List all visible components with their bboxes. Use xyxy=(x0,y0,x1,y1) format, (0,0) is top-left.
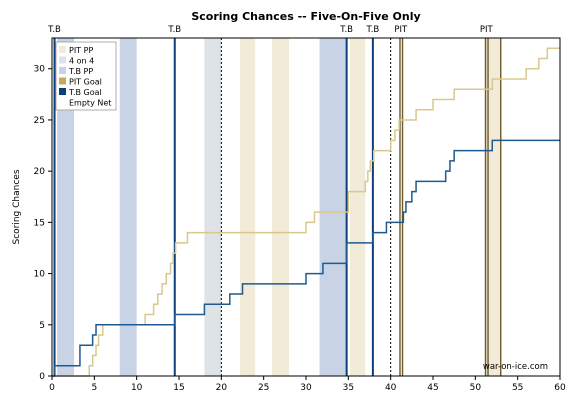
goal-top-labels: T.B T.B T.B T.B PIT PIT xyxy=(47,25,493,35)
x-tick-label: 5 xyxy=(91,383,97,393)
legend-swatch-pit-pp xyxy=(59,46,66,53)
legend-swatch-four-on-four xyxy=(59,56,66,64)
goal-top-label: PIT xyxy=(480,25,494,35)
watermark: war-on-ice.com xyxy=(483,362,548,372)
x-tick-label: 40 xyxy=(385,383,397,393)
y-tick-label: 20 xyxy=(34,167,46,177)
legend-swatch-tb-goal xyxy=(59,88,66,95)
legend-label: PIT Goal xyxy=(69,78,102,87)
shaded-region-tb-pp xyxy=(57,38,75,376)
y-tick-label: 25 xyxy=(34,116,45,126)
x-tick-label: 0 xyxy=(49,383,55,393)
x-tick-label: 20 xyxy=(216,383,228,393)
y-tick-label: 15 xyxy=(34,218,45,228)
goal-top-label: PIT xyxy=(394,25,408,35)
x-tick-label: 35 xyxy=(343,383,354,393)
legend-label: T.B Goal xyxy=(68,88,102,97)
x-tick-label: 55 xyxy=(512,383,523,393)
y-tick-label: 5 xyxy=(39,321,45,331)
legend-swatch-pit-goal xyxy=(59,77,66,85)
x-tick-label: 50 xyxy=(470,383,482,393)
x-tick-label: 15 xyxy=(173,383,184,393)
goal-top-label: T.B xyxy=(167,25,181,35)
x-tick-label: 60 xyxy=(554,383,566,393)
axes: 0 5 10 15 20 25 30 35 40 45 50 55 60 0 5 10 15 20 25 30 xyxy=(34,37,566,393)
series-line-tb xyxy=(52,139,560,377)
x-tick-label: 45 xyxy=(427,383,438,393)
shaded-region-pit-pp xyxy=(485,38,501,376)
shaded-region-pit-pp xyxy=(350,38,366,376)
legend-swatch-tb-pp xyxy=(59,67,66,74)
x-tick-label: 25 xyxy=(258,383,269,393)
legend-label: 4 on 4 xyxy=(69,57,94,66)
goal-top-label: T.B xyxy=(47,25,61,35)
y-axis-label: Scoring Chances xyxy=(12,169,22,244)
goal-top-label: T.B xyxy=(366,25,380,35)
y-tick-label: 0 xyxy=(39,372,45,382)
shaded-region-four-on-four xyxy=(204,38,222,376)
legend-label: PIT PP xyxy=(69,46,93,55)
legend-box xyxy=(55,41,117,111)
shaded-regions xyxy=(57,38,501,376)
x-tick-label: 30 xyxy=(300,383,312,393)
series-lines xyxy=(52,47,560,377)
x-tick-label: 10 xyxy=(131,383,143,393)
shaded-region-tb-pp xyxy=(319,38,347,376)
y-tick-label: 30 xyxy=(34,65,46,75)
legend-label: Empty Net xyxy=(69,99,111,108)
shaded-region-pit-pp xyxy=(239,38,256,376)
y-tick-label: 10 xyxy=(34,270,46,280)
goal-top-label: T.B xyxy=(339,25,353,35)
chart-title: Scoring Chances -- Five-On-Five Only xyxy=(191,10,420,23)
shaded-region-tb-pp xyxy=(119,38,137,376)
shaded-region-pit-pp xyxy=(272,38,290,376)
legend-label: T.B PP xyxy=(68,67,93,76)
